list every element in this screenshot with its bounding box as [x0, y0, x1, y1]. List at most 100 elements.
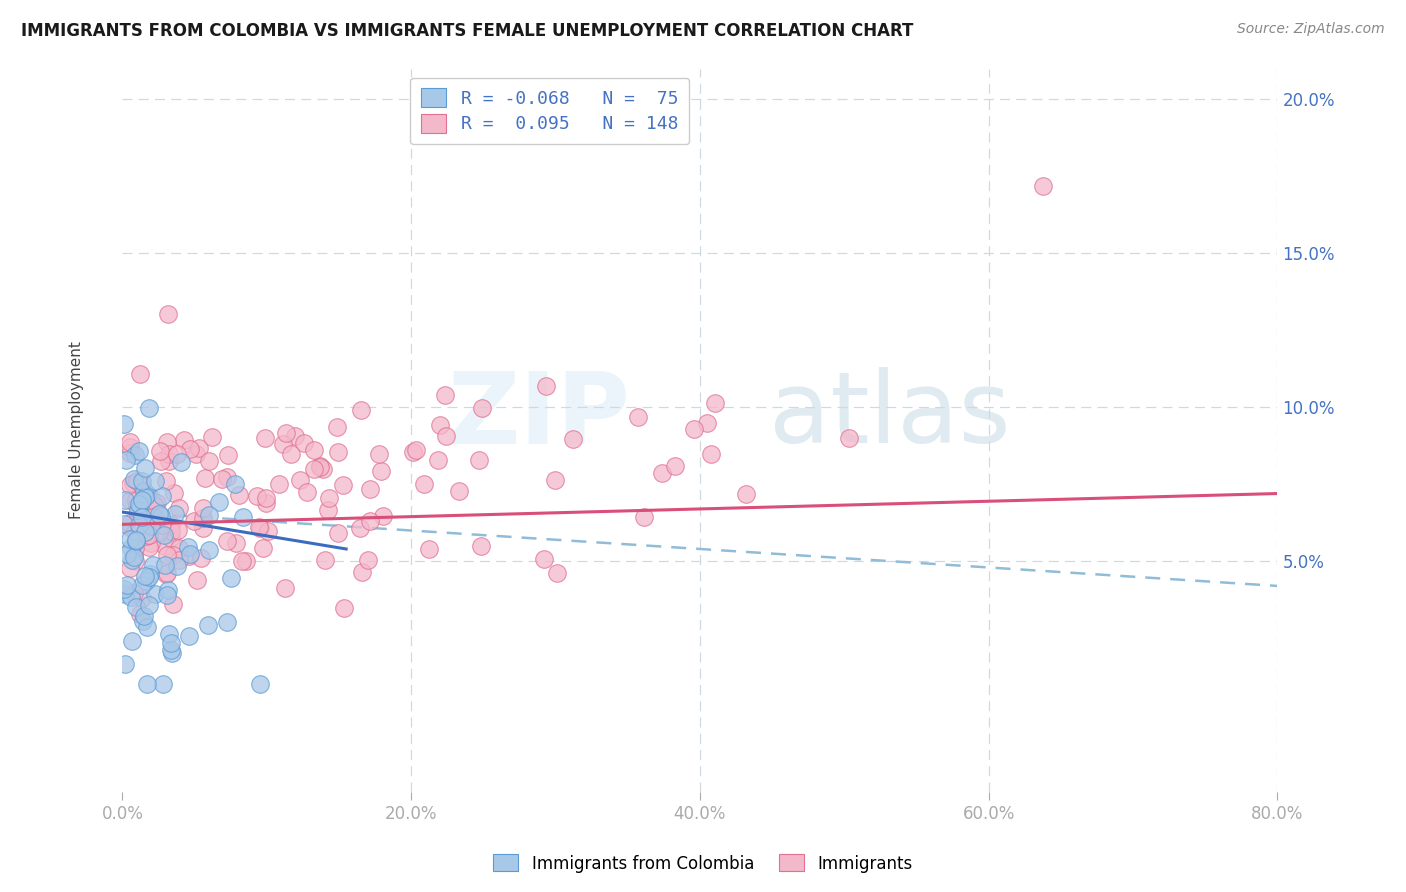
Point	[152, 528, 174, 542]
Point	[118, 493, 141, 508]
Point	[302, 462, 325, 476]
Point	[157, 448, 180, 462]
Point	[136, 619, 159, 633]
Point	[118, 478, 141, 492]
Point	[165, 507, 187, 521]
Point	[128, 499, 150, 513]
Point	[117, 577, 139, 591]
Point	[225, 535, 247, 549]
Point	[288, 474, 311, 488]
Point	[132, 614, 155, 628]
Point	[367, 447, 389, 461]
Point	[471, 401, 494, 416]
Point	[134, 490, 156, 504]
Point	[138, 528, 160, 542]
Point	[188, 442, 211, 456]
Point	[434, 429, 457, 443]
Point	[125, 599, 148, 614]
Point	[215, 470, 238, 484]
Point	[128, 497, 150, 511]
Point	[129, 607, 152, 621]
Point	[699, 447, 721, 461]
Text: ZIP: ZIP	[447, 368, 630, 465]
Point	[124, 541, 146, 555]
Point	[333, 600, 356, 615]
Point	[121, 633, 143, 648]
Point	[426, 453, 449, 467]
Point	[162, 646, 184, 660]
Point	[280, 447, 302, 461]
Point	[138, 570, 160, 584]
Point	[167, 541, 190, 556]
Point	[134, 569, 156, 583]
Point	[134, 461, 156, 475]
Point	[155, 558, 177, 572]
Point	[198, 508, 221, 522]
Point	[157, 307, 180, 321]
Point	[359, 514, 381, 528]
Point	[734, 487, 756, 501]
Point	[308, 459, 330, 474]
Point	[134, 524, 156, 539]
Point	[179, 547, 201, 561]
Point	[117, 547, 139, 561]
Point	[215, 534, 238, 549]
Point	[114, 493, 136, 508]
Point	[114, 587, 136, 601]
Point	[148, 525, 170, 540]
Point	[167, 553, 190, 567]
Point	[170, 455, 193, 469]
Point	[142, 558, 165, 573]
Point	[132, 484, 155, 499]
Point	[297, 485, 319, 500]
Point	[112, 517, 135, 532]
Point	[162, 486, 184, 500]
Point	[124, 554, 146, 568]
Legend: R = -0.068   N =  75, R =  0.095   N = 148: R = -0.068 N = 75, R = 0.095 N = 148	[411, 78, 689, 145]
Point	[696, 416, 718, 430]
Point	[470, 539, 492, 553]
Point	[194, 471, 217, 485]
Point	[349, 521, 371, 535]
Point	[150, 518, 173, 533]
Point	[155, 566, 177, 581]
Point	[546, 566, 568, 580]
Point	[162, 548, 184, 562]
Point	[193, 511, 215, 525]
Point	[162, 597, 184, 611]
Point	[145, 496, 167, 510]
Point	[160, 635, 183, 649]
Point	[157, 627, 180, 641]
Point	[127, 503, 149, 517]
Point	[468, 453, 491, 467]
Point	[312, 462, 335, 476]
Point	[149, 444, 172, 458]
Point	[302, 442, 325, 457]
Text: Female Unemployment: Female Unemployment	[69, 342, 83, 519]
Point	[127, 507, 149, 521]
Point	[134, 524, 156, 539]
Point	[156, 589, 179, 603]
Point	[544, 473, 567, 487]
Point	[186, 447, 208, 461]
Point	[167, 523, 190, 537]
Point	[418, 541, 440, 556]
Point	[370, 464, 392, 478]
Point	[122, 549, 145, 564]
Point	[145, 587, 167, 601]
Point	[118, 516, 141, 530]
Point	[139, 567, 162, 582]
Point	[352, 565, 374, 579]
Point	[254, 491, 277, 505]
Point	[254, 496, 277, 510]
Point	[562, 433, 585, 447]
Point	[118, 560, 141, 574]
Point	[215, 615, 238, 629]
Point	[150, 489, 173, 503]
Point	[177, 549, 200, 564]
Point	[405, 442, 427, 457]
Point	[139, 536, 162, 550]
Point	[224, 476, 246, 491]
Point	[326, 420, 349, 434]
Point	[118, 446, 141, 460]
